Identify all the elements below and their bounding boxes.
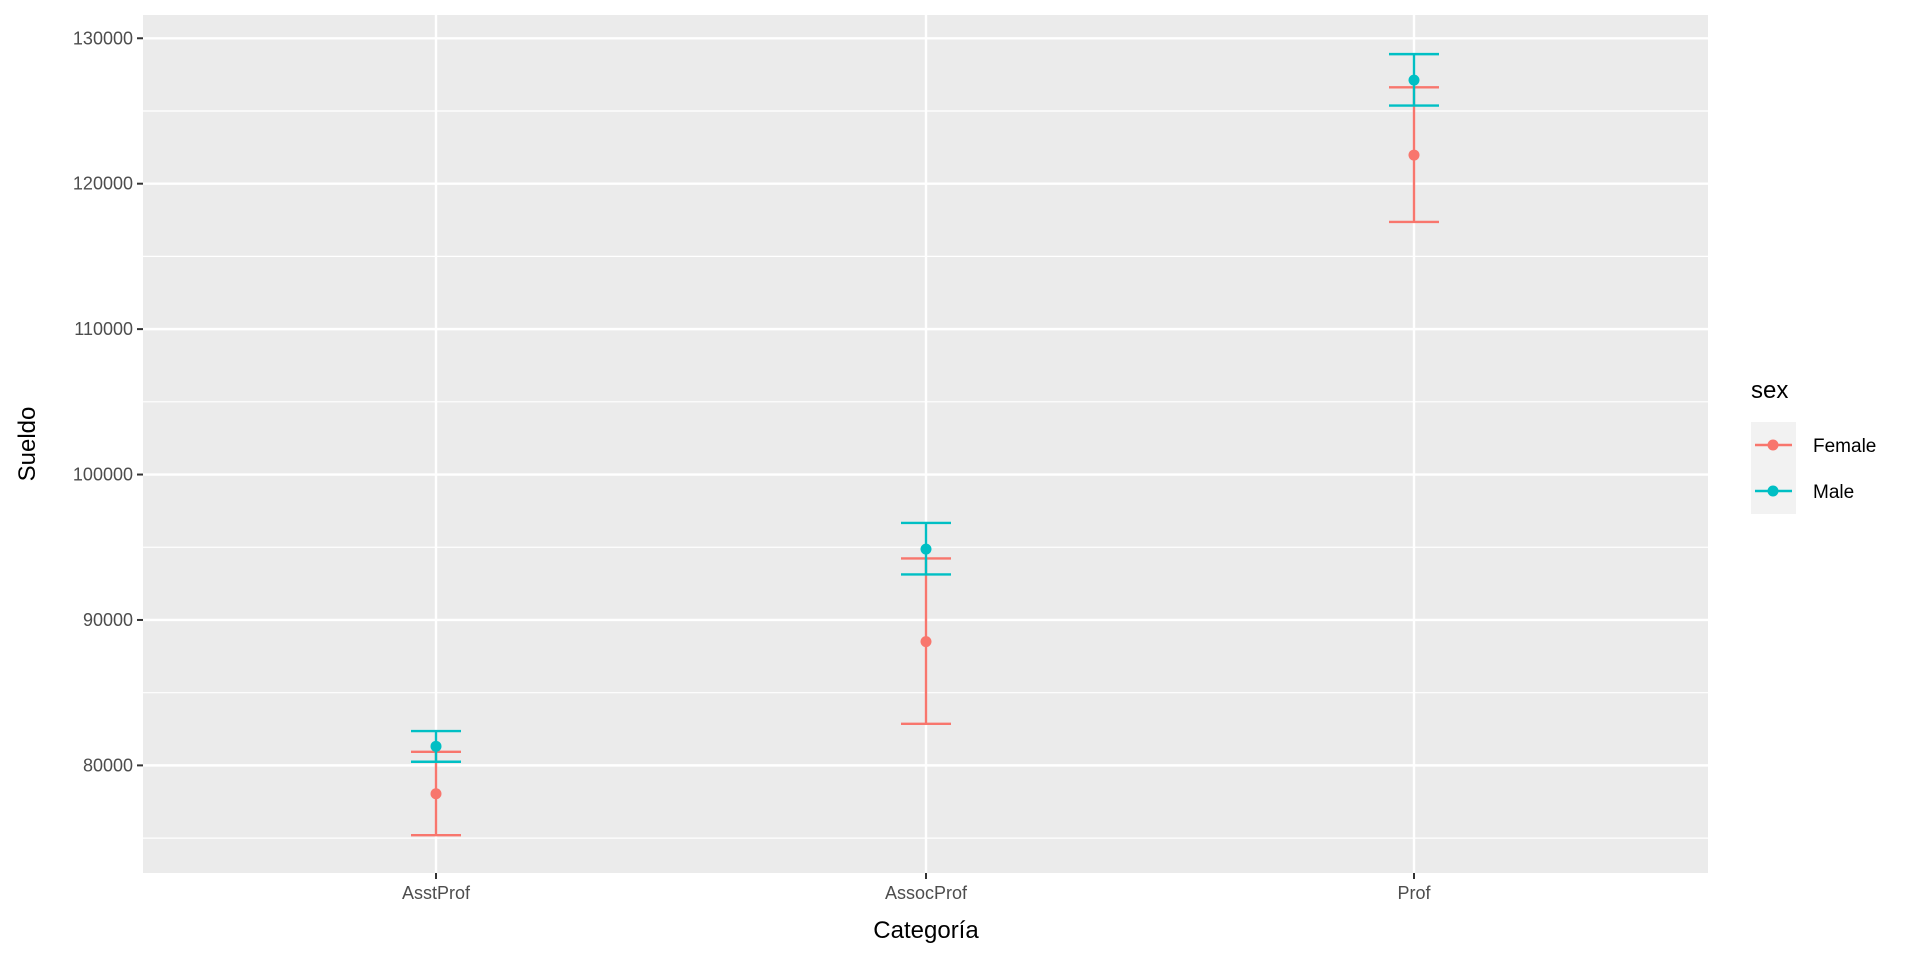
legend-label: Female: [1813, 436, 1876, 457]
legend-key-point: [1767, 439, 1779, 451]
y-tick-label: 110000: [74, 319, 133, 339]
y-tick-label: 120000: [73, 174, 133, 194]
x-axis: AsstProf AssocProf Prof: [402, 873, 1432, 903]
y-tick-label: 90000: [83, 610, 133, 630]
y-tick-label: 130000: [73, 28, 133, 48]
y-axis-title: Sueldo: [14, 407, 41, 482]
y-tick-label: 80000: [83, 755, 133, 775]
error-bars: [411, 52, 1439, 837]
mean-point: [1408, 149, 1420, 161]
x-axis-title: Categoría: [873, 917, 979, 944]
mean-point: [920, 543, 932, 555]
y-axis: 80000 90000 100000 110000 120000 130000: [73, 28, 143, 775]
x-tick-label: Prof: [1397, 883, 1431, 903]
legend-key-background: [1751, 422, 1796, 514]
series-male: [411, 52, 1439, 763]
mean-point: [430, 788, 442, 800]
legend: sex Female Male: [1751, 377, 1876, 514]
legend-label: Male: [1813, 482, 1854, 503]
mean-point: [430, 740, 442, 752]
y-tick-label: 100000: [73, 465, 133, 485]
gridlines: [143, 15, 1708, 873]
x-tick-label: AssocProf: [885, 883, 968, 903]
mean-point: [1408, 74, 1420, 86]
legend-title: sex: [1751, 377, 1788, 404]
x-tick-label: AsstProf: [402, 883, 471, 903]
mean-point: [920, 636, 932, 648]
legend-key-point: [1767, 485, 1779, 497]
